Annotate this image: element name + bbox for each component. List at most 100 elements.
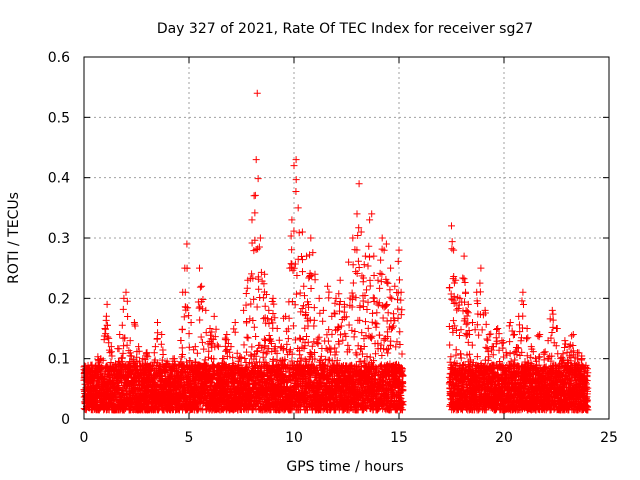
- data-point: [352, 268, 360, 276]
- data-point: [244, 334, 252, 342]
- data-point: [123, 341, 131, 349]
- data-point: [356, 303, 364, 311]
- data-point: [368, 332, 376, 340]
- data-point: [331, 299, 339, 307]
- data-point: [102, 312, 110, 320]
- data-point: [295, 229, 303, 237]
- data-point: [261, 302, 269, 310]
- data-point: [269, 310, 277, 318]
- data-point: [380, 336, 388, 344]
- data-point: [325, 288, 333, 296]
- data-point: [243, 319, 251, 327]
- data-point: [119, 305, 127, 313]
- data-point: [369, 309, 377, 317]
- data-point: [379, 314, 387, 322]
- data-point: [384, 309, 392, 317]
- data-point: [378, 270, 386, 278]
- points-layer: [80, 89, 592, 414]
- data-point: [350, 333, 358, 341]
- data-point: [356, 316, 364, 324]
- data-point: [376, 331, 384, 339]
- data-point: [310, 304, 318, 312]
- data-point: [193, 349, 201, 357]
- data-point: [388, 295, 396, 303]
- data-point: [367, 333, 375, 341]
- data-point: [159, 351, 167, 359]
- data-point: [362, 286, 370, 294]
- data-point: [358, 329, 366, 337]
- data-point: [177, 337, 185, 345]
- data-point: [324, 337, 332, 345]
- data-point: [366, 353, 374, 361]
- data-point: [144, 353, 152, 361]
- data-point: [121, 334, 129, 342]
- data-point: [325, 326, 333, 334]
- data-point: [150, 349, 158, 357]
- data-point: [364, 298, 372, 306]
- data-point: [252, 332, 260, 340]
- data-point: [366, 282, 374, 290]
- data-point: [386, 286, 394, 294]
- data-point: [259, 349, 267, 357]
- data-point: [310, 316, 318, 324]
- data-point: [284, 335, 292, 343]
- data-point: [344, 341, 352, 349]
- data-point: [331, 344, 339, 352]
- data-point: [251, 209, 259, 217]
- data-point: [354, 257, 362, 265]
- data-point: [349, 279, 357, 287]
- data-point: [366, 253, 374, 261]
- data-point: [119, 349, 127, 357]
- data-point: [115, 345, 123, 353]
- data-point: [373, 309, 381, 317]
- data-point: [248, 343, 256, 351]
- data-point: [377, 256, 385, 264]
- data-point: [107, 359, 115, 367]
- data-point: [319, 317, 327, 325]
- data-point: [196, 283, 204, 291]
- data-point: [269, 355, 277, 363]
- data-point: [126, 349, 134, 357]
- data-point: [127, 352, 135, 360]
- data-point: [180, 313, 188, 321]
- data-point: [351, 328, 359, 336]
- data-point: [298, 256, 306, 264]
- data-point: [307, 285, 315, 293]
- data-point: [243, 333, 251, 341]
- data-point: [243, 284, 251, 292]
- data-point: [376, 284, 384, 292]
- data-point: [154, 329, 162, 337]
- data-point: [310, 322, 318, 330]
- data-point: [322, 344, 330, 352]
- data-point: [364, 324, 372, 332]
- data-point: [328, 330, 336, 338]
- data-point: [197, 333, 205, 341]
- data-point: [248, 270, 256, 278]
- data-point: [104, 333, 112, 341]
- data-point: [240, 341, 248, 349]
- data-point: [223, 347, 231, 355]
- data-point: [292, 290, 300, 298]
- data-point: [157, 340, 165, 348]
- data-point: [135, 347, 143, 355]
- data-point: [370, 272, 378, 280]
- data-point: [298, 268, 306, 276]
- data-point: [196, 316, 204, 324]
- data-point: [131, 322, 139, 330]
- data-point: [368, 318, 376, 326]
- data-point: [292, 188, 300, 196]
- data-point: [394, 305, 402, 313]
- data-point: [257, 268, 265, 276]
- data-point: [365, 242, 373, 250]
- data-point: [108, 352, 116, 360]
- data-point: [231, 328, 239, 336]
- data-point: [261, 337, 269, 345]
- data-point: [178, 344, 186, 352]
- data-point: [300, 282, 308, 290]
- data-point: [198, 338, 206, 346]
- data-point: [250, 323, 258, 331]
- data-point: [105, 339, 113, 347]
- data-point: [185, 330, 193, 338]
- data-point: [253, 303, 261, 311]
